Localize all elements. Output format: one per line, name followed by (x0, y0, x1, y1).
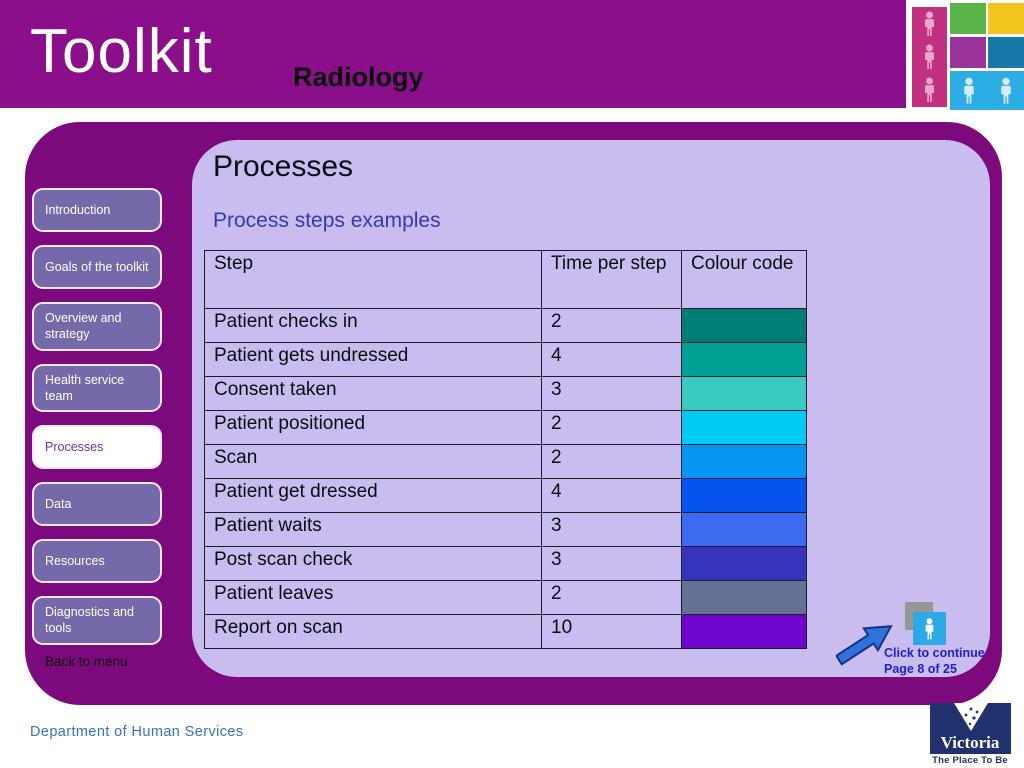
continue-line1: Click to continue (884, 646, 985, 660)
logo-tile-green (950, 3, 986, 34)
sidebar-item-label: Resources (45, 553, 105, 568)
continue-button[interactable] (913, 612, 946, 645)
time-cell: 2 (541, 580, 682, 615)
table-row: Patient checks in 2 (204, 308, 807, 343)
victoria-logo-square: Victoria (929, 703, 1011, 754)
colour-code-swatch (681, 512, 807, 547)
sidebar-item-label: Goals of the toolkit (45, 259, 149, 274)
table-row: Patient get dressed 4 (204, 478, 807, 513)
time-cell: 10 (541, 614, 682, 649)
victoria-v-icon (953, 703, 988, 731)
back-to-menu-link[interactable]: Back to menu (45, 654, 128, 669)
table-row: Report on scan 10 (204, 614, 807, 649)
sidebar-item-resources[interactable]: Resources (32, 539, 162, 583)
logo-tile-magenta (912, 7, 947, 107)
time-cell: 2 (541, 410, 682, 445)
header-band: Toolkit Radiology (0, 0, 906, 108)
logo-tile-yellow (988, 3, 1024, 34)
step-cell: Patient leaves (204, 580, 542, 615)
time-cell: 3 (541, 376, 682, 411)
continue-line2: Page 8 of 25 (884, 661, 957, 676)
time-cell: 2 (541, 444, 682, 479)
time-cell: 4 (541, 478, 682, 513)
table-row: Patient gets undressed 4 (204, 342, 807, 377)
table-row: Consent taken 3 (204, 376, 807, 411)
time-cell: 2 (541, 308, 682, 343)
step-cell: Report on scan (204, 614, 542, 649)
colour-code-swatch (681, 546, 807, 581)
logo-tile-purple (950, 37, 986, 68)
step-cell: Post scan check (204, 546, 542, 581)
colour-code-swatch (681, 376, 807, 411)
sidebar-item-goals-of-the-toolkit[interactable]: Goals of the toolkit (32, 245, 162, 289)
step-cell: Patient gets undressed (204, 342, 542, 377)
sidebar-item-label: Introduction (45, 202, 111, 217)
section-subtitle: Process steps examples (213, 209, 441, 232)
sidebar-item-label: Processes (45, 439, 104, 454)
time-cell: 3 (541, 546, 682, 581)
sidebar-item-processes[interactable]: Processes (32, 425, 162, 469)
person-icon (923, 617, 936, 640)
sidebar-item-label: Overview and strategy (45, 311, 122, 342)
colour-code-swatch (681, 478, 807, 513)
person-icon (922, 77, 937, 103)
person-icon (922, 11, 937, 37)
sidebar-nav: Introduction Goals of the toolkit Overview… (32, 188, 162, 645)
table-header-row: Step Time per step Colour code (204, 250, 807, 309)
victoria-logo: Victoria The Place To Be (928, 703, 1012, 766)
sidebar-item-label: Diagnostics and tools (45, 605, 134, 636)
sidebar-item-diagnostics-and-tools[interactable]: Diagnostics and tools (32, 596, 162, 645)
logo-tile-steel-blue (988, 37, 1024, 68)
process-table: Step Time per step Colour code Patient c… (204, 250, 807, 649)
step-cell: Scan (204, 444, 542, 479)
sidebar-item-overview-and-strategy[interactable]: Overview and strategy (32, 302, 162, 351)
page-title: Processes (213, 150, 354, 183)
step-cell: Patient waits (204, 512, 542, 547)
step-cell: Patient checks in (204, 308, 542, 343)
table-row: Patient positioned 2 (204, 410, 807, 445)
table-row: Patient leaves 2 (204, 580, 807, 615)
step-cell: Patient positioned (204, 410, 542, 445)
col-header-time: Time per step (541, 250, 682, 309)
table-row: Patient waits 3 (204, 512, 807, 547)
continue-label[interactable]: Click to continue Page 8 of 25 (884, 646, 996, 677)
victoria-wordmark: Victoria (940, 733, 1000, 752)
colour-code-swatch (681, 614, 807, 649)
department-label: Department of Human Services (30, 724, 244, 740)
col-header-colour: Colour code (681, 250, 807, 309)
person-icon (961, 77, 977, 105)
victoria-tagline: The Place To Be (932, 755, 1008, 766)
app-subtitle: Radiology (293, 62, 424, 92)
table-row: Scan 2 (204, 444, 807, 479)
colour-code-swatch (681, 580, 807, 615)
process-table-body: Patient checks in 2 Patient gets undressed… (204, 308, 807, 649)
arrow-icon (836, 625, 893, 666)
person-icon (998, 77, 1014, 105)
colour-code-swatch (681, 410, 807, 445)
col-header-step: Step (204, 250, 542, 309)
app-title: Toolkit (30, 17, 213, 86)
people-logo (906, 0, 1024, 112)
colour-code-swatch (681, 444, 807, 479)
time-cell: 4 (541, 342, 682, 377)
person-icon (922, 44, 937, 70)
sidebar-item-label: Data (45, 496, 72, 511)
colour-code-swatch (681, 308, 807, 343)
sidebar-item-health-service-team[interactable]: Health service team (32, 363, 162, 412)
logo-tile-light-blue (950, 71, 1024, 110)
sidebar-item-introduction[interactable]: Introduction (32, 188, 162, 232)
colour-code-swatch (681, 342, 807, 377)
continue-group: Click to continue Page 8 of 25 (836, 600, 996, 680)
step-cell: Consent taken (204, 376, 542, 411)
sidebar-item-label: Health service team (45, 372, 125, 403)
time-cell: 3 (541, 512, 682, 547)
step-cell: Patient get dressed (204, 478, 542, 513)
table-row: Post scan check 3 (204, 546, 807, 581)
sidebar-item-data[interactable]: Data (32, 482, 162, 526)
